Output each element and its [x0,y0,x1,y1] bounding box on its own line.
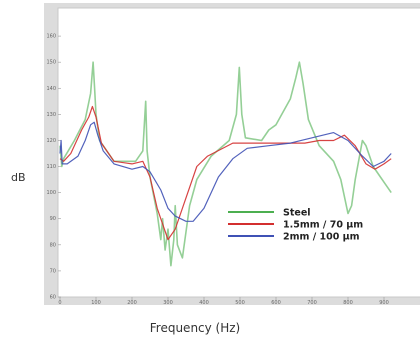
y-tick-label: 150 [46,60,56,66]
y-tick-label: 60 [50,295,56,301]
legend-label: 1.5mm / 70 μm [283,220,363,231]
x-tick-label: 800 [343,300,353,306]
y-tick-label: 120 [46,138,56,144]
series-line-red [59,105,392,241]
x-axis-label: Frequency (Hz) [150,321,241,335]
series-line-steel [59,61,392,267]
x-tick-label: 600 [271,300,281,306]
x-tick-label: 0 [58,300,61,306]
y-tick-label: 90 [50,216,56,222]
legend-label: Steel [283,208,311,219]
y-tick-label: 130 [46,112,56,118]
series-line-blue [59,121,392,222]
y-tick-label: 160 [46,34,56,40]
x-tick-label: 500 [235,300,245,306]
x-tick-label: 400 [199,300,209,306]
x-tick-label: 900 [379,300,389,306]
x-tick-label: 100 [91,300,101,306]
y-axis-label: dB [11,171,26,184]
y-tick-label: 140 [46,86,56,92]
x-tick-label: 200 [127,300,137,306]
y-tick-label: 80 [50,242,56,248]
x-tick-label: 300 [163,300,173,306]
y-tick-label: 110 [46,164,56,170]
plot-area [57,7,420,298]
x-axis-ticks: 0 100 200 300 400 500 600 700 800 900 [58,297,389,306]
x-tick-label: 700 [307,300,317,306]
y-axis-ticks: 60 70 80 90 100 110 120 130 140 150 160 [46,34,61,301]
series-layer [59,61,392,267]
y-tick-label: 70 [50,268,56,274]
y-tick-label: 100 [46,190,56,196]
legend-label: 2mm / 100 μm [283,232,360,243]
